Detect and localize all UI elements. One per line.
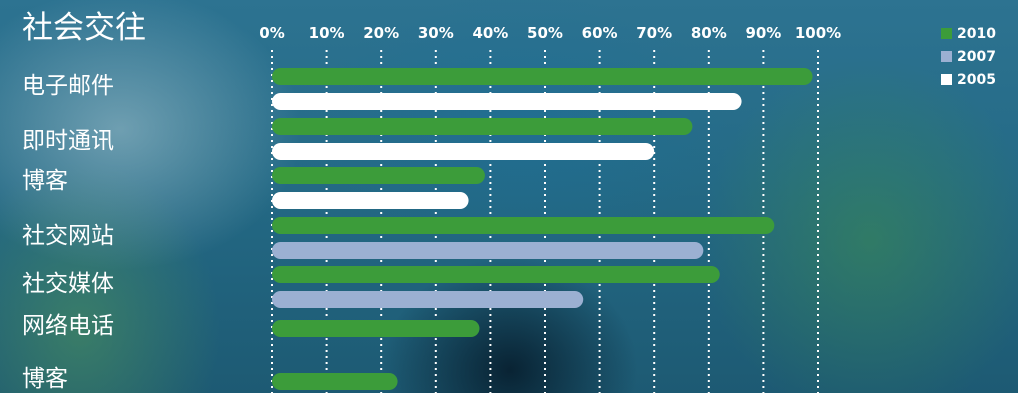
category-label: 博客 (22, 168, 68, 194)
bar-2010 (272, 118, 693, 135)
bar-2010 (272, 167, 485, 184)
category-label: 社交网站 (22, 223, 114, 249)
bar-2010 (272, 266, 720, 283)
x-tick-label: 90% (745, 24, 781, 42)
category-label: 电子邮件 (22, 73, 114, 99)
bar-2005 (272, 143, 655, 160)
bar-2005 (272, 93, 742, 110)
category-label: 网络电话 (22, 313, 114, 339)
x-tick-label: 0% (259, 24, 284, 42)
chart-title: 社会交往 (22, 10, 146, 46)
legend-item: 2010 (941, 22, 996, 45)
x-tick-label: 70% (636, 24, 672, 42)
x-tick-label: 30% (418, 24, 454, 42)
category-label: 社交媒体 (22, 271, 114, 297)
category-label: 即时通讯 (22, 128, 114, 154)
bar-2010 (272, 373, 398, 390)
bar-2010 (272, 68, 813, 85)
x-tick-label: 60% (582, 24, 618, 42)
x-tick-label: 80% (691, 24, 727, 42)
x-tick-label: 20% (363, 24, 399, 42)
x-tick-label: 10% (309, 24, 345, 42)
legend-label: 2007 (957, 48, 996, 65)
bar-2007 (272, 242, 704, 259)
legend: 2010 2007 2005 (941, 22, 996, 91)
legend-label: 2005 (957, 71, 996, 88)
legend-swatch (941, 28, 952, 39)
legend-swatch (941, 51, 952, 62)
x-tick-label: 40% (472, 24, 508, 42)
legend-swatch (941, 74, 952, 85)
bar-2007 (272, 291, 584, 308)
bar-2005 (272, 192, 469, 209)
legend-item: 2007 (941, 45, 996, 68)
x-tick-label: 50% (527, 24, 563, 42)
legend-item: 2005 (941, 68, 996, 91)
bar-2010 (272, 320, 480, 337)
bar-2010 (272, 217, 775, 234)
legend-label: 2010 (957, 25, 996, 42)
category-label: 博客 (22, 366, 68, 392)
x-tick-label: 100% (795, 24, 841, 42)
